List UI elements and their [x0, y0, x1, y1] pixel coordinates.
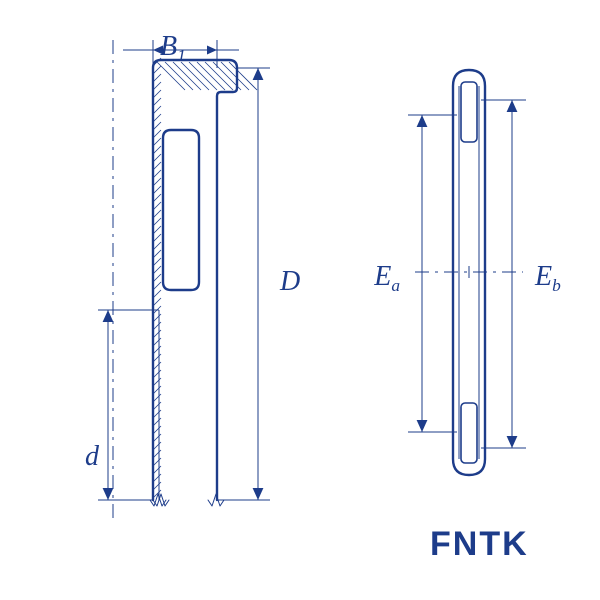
title-fntk: FNTK — [430, 525, 529, 563]
label-Eb: Eb — [534, 261, 561, 295]
label-B1: B1 — [160, 31, 186, 65]
roller-left — [163, 130, 199, 290]
bearing-diagram: Dd B1 Ea Eb FNTK — [0, 0, 600, 600]
label-Ea: Ea — [373, 261, 400, 295]
label-D: D — [279, 266, 300, 297]
label-d: d — [85, 441, 100, 472]
